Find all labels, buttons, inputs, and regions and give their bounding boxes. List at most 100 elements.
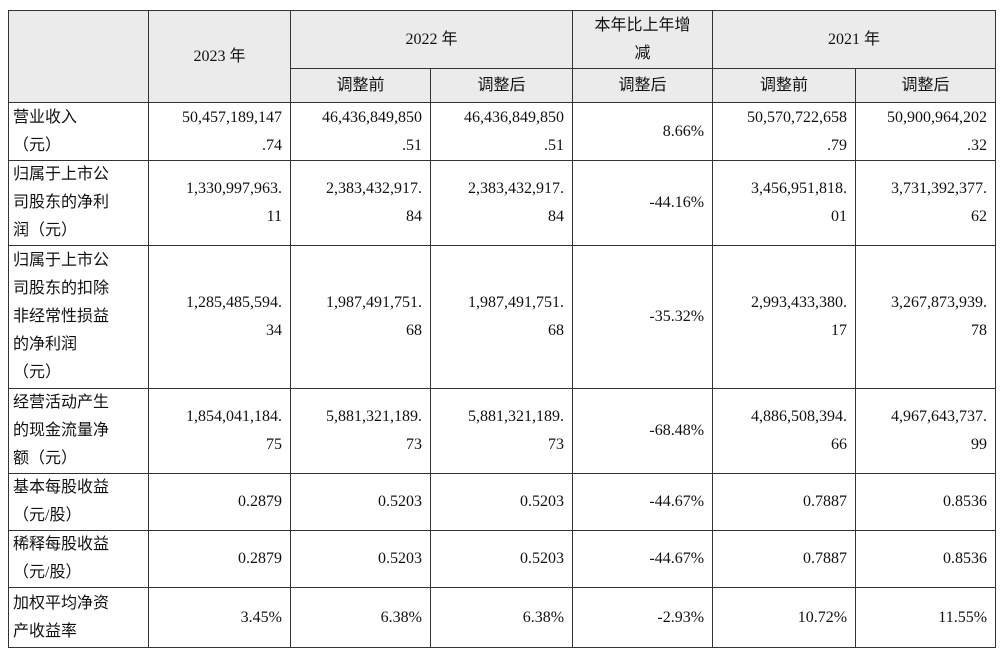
cell-line: 62 — [971, 208, 988, 225]
value-cell: 0.5203 — [290, 530, 431, 588]
cell-line: -44.67% — [649, 493, 705, 510]
cell-line: 2,993,433,380. — [751, 294, 848, 311]
cell-line: 2,383,432,917. — [326, 180, 422, 197]
cell-line: 1,987,491,751. — [326, 294, 422, 311]
cell-line: .74 — [262, 136, 282, 154]
cell-line: 本年比上年增 — [594, 16, 691, 34]
cell-line: 0.5203 — [378, 493, 422, 510]
value-cell: 10.72% — [712, 587, 857, 648]
header-text: 2022 年 — [405, 30, 458, 48]
cell-line: 4,886,508,394. — [751, 408, 848, 425]
cell-line: 3.45% — [240, 608, 282, 626]
data-row: 归属于上市公 司股东的扣除 非经常性损益 的净利润 （元） 1,285,485,594. 3… — [8, 245, 997, 389]
value-cell: 0.2879 — [148, 473, 291, 531]
value-cell: -68.48% — [572, 388, 714, 474]
value-cell: -44.67% — [572, 530, 714, 588]
cell-line: 34 — [266, 322, 282, 339]
cell-line: 68 — [548, 322, 565, 339]
row-label: 归属于上市公 司股东的扣除 非经常性损益 的净利润 （元） — [8, 245, 149, 389]
cell-line: （元/股） — [13, 507, 82, 524]
cell-line: -2.93% — [657, 608, 705, 626]
header-cell — [8, 10, 149, 103]
value-cell: -35.32% — [572, 245, 714, 389]
subheader-cell: 调整前 — [290, 68, 431, 103]
value-cell: 46,436,849,850 .51 — [290, 102, 431, 161]
cell-line: 50,570,722,658 — [747, 108, 848, 126]
cell-line: 50,457,189,147 — [182, 108, 282, 126]
cell-line: 73 — [548, 436, 565, 453]
header-cell: 2022 年 — [289, 10, 574, 69]
cell-line: （元） — [13, 136, 62, 154]
cell-line: 营业收入 — [13, 108, 78, 126]
header-cell: 2021 年 — [712, 10, 997, 69]
cell-line: 46,436,849,850 — [322, 108, 422, 126]
cell-line: .32 — [967, 136, 988, 154]
value-cell: 2,383,432,917. 84 — [429, 160, 574, 246]
cell-line: 3,456,951,818. — [751, 180, 848, 197]
header-cell: 本年比上年增减 — [572, 10, 714, 69]
row-label: 加权平均净资 产收益率 — [8, 587, 149, 648]
value-cell: 0.7887 — [712, 473, 857, 531]
cell-line: 68 — [406, 322, 422, 339]
subheader-cell: 调整后 — [855, 68, 997, 103]
cell-line: 50,900,964,202 — [887, 108, 988, 126]
value-cell: -2.93% — [572, 587, 714, 648]
data-row: 经营活动产生 的现金流量净 额（元） 1,854,041,184. 75 5,881,32… — [8, 388, 997, 474]
cell-line: 归属于上市公 — [13, 166, 110, 183]
cell-line: 0.5203 — [520, 550, 565, 567]
cell-line: 66 — [831, 436, 848, 453]
header-text: 调整后 — [901, 76, 950, 94]
cell-line: 3,267,873,939. — [891, 294, 988, 311]
value-cell: 11.55% — [855, 587, 997, 648]
data-row: 基本每股收益 （元/股） 0.2879 0.5203 0.5203 -44.67% 0.78… — [8, 473, 997, 531]
cell-line: 经营活动产生 — [13, 394, 110, 411]
cell-line: 基本每股收益 — [13, 479, 110, 496]
value-cell: 0.5203 — [429, 530, 574, 588]
value-cell: 1,987,491,751. 68 — [429, 245, 574, 389]
cell-line: （元） — [13, 364, 62, 381]
table-body: 2023 年 2022 年 本年比上年增减 2021 年 调整前 调整后 调整后 调整… — [8, 10, 997, 648]
cell-line: 75 — [266, 436, 282, 453]
value-cell: 1,854,041,184. 75 — [148, 388, 291, 474]
value-cell: 50,570,722,658 .79 — [712, 102, 857, 161]
cell-line: 稀释每股收益 — [13, 536, 110, 553]
data-row: 稀释每股收益 （元/股） 0.2879 0.5203 0.5203 -44.67% 0.78… — [8, 530, 997, 588]
cell-line: 5,881,321,189. — [468, 408, 565, 425]
header-text: 2021 年 — [828, 30, 881, 48]
cell-line: 非经常性损益 — [13, 308, 110, 325]
cell-line: 归属于上市公 — [13, 252, 110, 269]
value-cell: 6.38% — [429, 587, 574, 648]
cell-line: 司股东的扣除 — [13, 280, 110, 297]
cell-line: 1,285,485,594. — [186, 294, 282, 311]
cell-line: 加权平均净资 — [13, 594, 110, 612]
cell-line: 0.2879 — [238, 550, 282, 567]
cell-line: 司股东的净利 — [13, 194, 110, 211]
value-cell: 3,267,873,939. 78 — [855, 245, 997, 389]
cell-line: 产收益率 — [13, 622, 78, 640]
cell-line: 润（元） — [13, 222, 78, 239]
cell-line: 的净利润 — [13, 336, 78, 353]
value-cell: 0.5203 — [429, 473, 574, 531]
value-cell: 0.2879 — [148, 530, 291, 588]
cell-line: 0.8536 — [943, 493, 988, 510]
subheader-row: 调整前 调整后 调整后 调整前 调整后 — [9, 68, 997, 103]
cell-line: 5,881,321,189. — [326, 408, 422, 425]
value-cell: 46,436,849,850 .51 — [429, 102, 574, 161]
value-cell: 1,987,491,751. 68 — [290, 245, 431, 389]
row-label: 营业收入 （元） — [8, 102, 149, 161]
cell-line: .51 — [402, 136, 422, 154]
cell-line: 减 — [634, 44, 651, 62]
cell-line: 0.7887 — [803, 550, 848, 567]
header-text: 调整前 — [760, 76, 809, 94]
subheader-cell: 调整后 — [572, 68, 714, 103]
cell-line: .51 — [544, 136, 565, 154]
cell-line: 0.2879 — [238, 493, 282, 510]
value-cell: 0.5203 — [290, 473, 431, 531]
value-cell: 5,881,321,189. 73 — [429, 388, 574, 474]
value-cell: 2,383,432,917. 84 — [290, 160, 431, 246]
cell-line: 8.66% — [662, 122, 705, 140]
financial-table: 2023 年 2022 年 本年比上年增减 2021 年 调整前 调整后 调整后 调整… — [8, 10, 997, 648]
cell-line: 46,436,849,850 — [464, 108, 565, 126]
data-row: 加权平均净资 产收益率 3.45% 6.38% 6.38% -2.93% 10.72% 11.… — [8, 587, 997, 648]
cell-line: -35.32% — [649, 308, 705, 325]
